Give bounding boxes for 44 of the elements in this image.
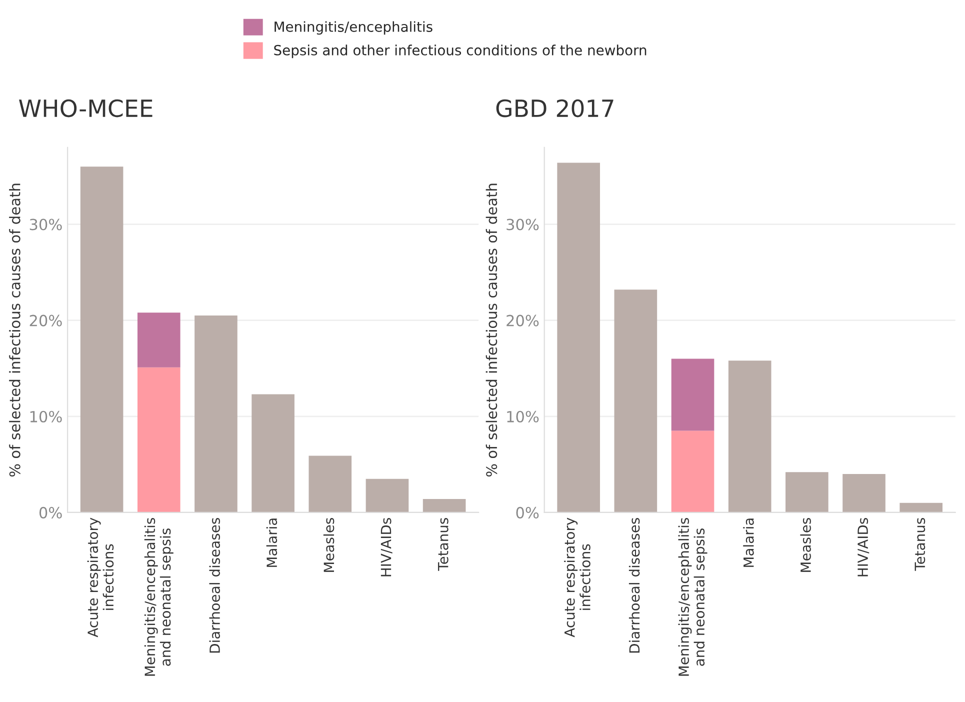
y-tick-label: 0% <box>516 506 539 518</box>
x-tick-label: Meningitis/encephalitis and neonatal sepsis <box>678 518 708 676</box>
x-tick-label: Tetanus <box>914 518 926 571</box>
bar <box>614 290 658 512</box>
bar <box>900 502 943 512</box>
x-tick-label: HIV/AIDs <box>858 518 870 576</box>
chart-title: WHO-MCEE <box>19 99 152 118</box>
x-tick-label: Measles <box>323 518 334 572</box>
bar <box>422 499 466 512</box>
bar <box>786 472 828 512</box>
x-tick-label: Meningitis/encephalitis and neonatal sepsis <box>144 518 174 676</box>
legend-label: Meningitis/encephalitis <box>274 21 432 35</box>
bar <box>728 360 772 512</box>
x-tick-label: Malaria <box>266 518 278 567</box>
y-axis-title: % of selected infectious causes of death <box>9 184 20 477</box>
y-tick-label: 30% <box>506 218 539 230</box>
x-tick-label: HIV/AIDs <box>380 518 392 576</box>
y-tick-label: 0% <box>39 506 62 518</box>
y-axis-title: % of selected infectious causes of death <box>486 184 498 477</box>
bar <box>80 166 124 512</box>
bar <box>671 430 714 512</box>
y-tick-label: 10% <box>507 410 539 422</box>
legend-label: Sepsis and other infectious conditions of the newborn <box>274 44 646 58</box>
x-tick-label: Acute respiratory infections <box>87 518 114 638</box>
x-tick-label: Acute respiratory infections <box>564 518 590 638</box>
y-tick-label: 10% <box>30 410 62 422</box>
bar <box>137 312 180 368</box>
x-tick-label: Diarrhoeal diseases <box>628 518 640 653</box>
y-tick-label: 20% <box>506 314 539 326</box>
bar <box>671 358 714 431</box>
bar <box>366 478 409 512</box>
chart-title: GBD 2017 <box>496 99 614 118</box>
bar <box>842 474 886 512</box>
bar <box>557 162 600 512</box>
bar <box>194 316 238 512</box>
bar <box>252 394 294 512</box>
bar <box>137 367 180 512</box>
x-tick-label: Tetanus <box>438 518 448 571</box>
bar <box>308 456 352 512</box>
x-tick-label: Diarrhoeal diseases <box>209 518 220 653</box>
x-tick-label: Malaria <box>743 518 754 567</box>
y-tick-label: 20% <box>30 314 62 326</box>
x-tick-label: Measles <box>800 518 811 572</box>
y-tick-label: 30% <box>30 218 62 230</box>
